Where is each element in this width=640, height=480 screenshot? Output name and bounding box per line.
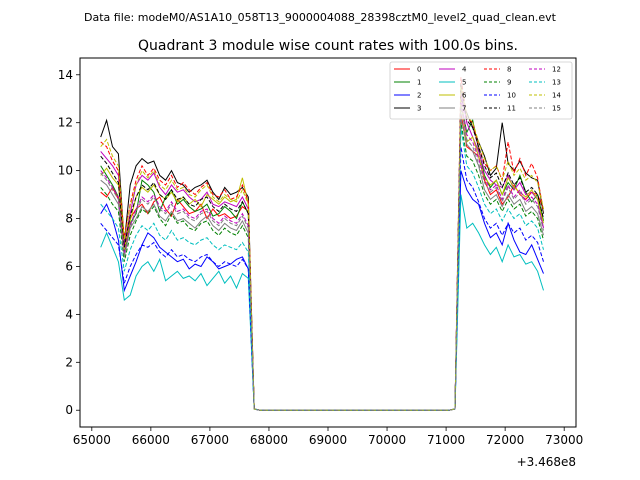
legend-label-10: 10 — [507, 92, 516, 100]
legend-label-15: 15 — [552, 105, 561, 113]
y-tick-label: 14 — [58, 68, 73, 82]
legend-label-9: 9 — [507, 79, 511, 87]
legend-label-12: 12 — [552, 66, 561, 74]
x-tick-label: 73000 — [545, 433, 583, 447]
legend-label-6: 6 — [462, 92, 467, 100]
chart-title: Quadrant 3 module wise count rates with … — [138, 38, 518, 54]
x-tick-label: 69000 — [309, 433, 347, 447]
y-tick-label: 8 — [65, 212, 73, 226]
legend-label-5: 5 — [462, 79, 466, 87]
legend-label-2: 2 — [417, 92, 421, 100]
y-axis: 0 2 4 6 8 10 12 14 — [58, 68, 80, 417]
legend-label-8: 8 — [507, 66, 511, 74]
x-tick-label: 70000 — [368, 433, 406, 447]
series-layer — [100, 77, 544, 411]
y-tick-label: 6 — [65, 259, 73, 273]
x-tick-label: 66000 — [132, 433, 170, 447]
legend-frame — [389, 61, 573, 120]
chart-suptitle: Data file: modeM0/AS1A10_058T13_90000040… — [84, 11, 557, 24]
legend-label-3: 3 — [417, 105, 421, 113]
x-tick-label: 68000 — [250, 433, 288, 447]
plot-area — [80, 58, 576, 427]
legend-label-1: 1 — [417, 79, 421, 87]
y-tick-label: 12 — [58, 116, 73, 130]
series-line-9 — [100, 122, 544, 411]
series-line-13 — [100, 127, 544, 411]
legend-label-4: 4 — [462, 66, 467, 74]
y-tick-label: 4 — [65, 307, 73, 321]
y-tick-label: 0 — [65, 403, 73, 417]
x-axis: 65000 66000 67000 68000 69000 70000 71000 72000… — [73, 427, 583, 447]
x-tick-label: 67000 — [191, 433, 229, 447]
legend-label-14: 14 — [552, 92, 561, 100]
x-tick-label: 65000 — [73, 433, 111, 447]
x-tick-label: 71000 — [427, 433, 465, 447]
x-tick-label: 72000 — [486, 433, 524, 447]
y-tick-label: 2 — [65, 355, 73, 369]
legend-label-11: 11 — [507, 105, 516, 113]
y-tick-label: 10 — [58, 164, 73, 178]
legend-label-0: 0 — [417, 66, 421, 74]
legend-label-13: 13 — [552, 79, 561, 87]
series-line-10 — [100, 146, 544, 411]
legend-label-7: 7 — [462, 105, 466, 113]
series-line-15 — [100, 105, 544, 411]
x-offset-label: +3.468e8 — [517, 455, 576, 469]
